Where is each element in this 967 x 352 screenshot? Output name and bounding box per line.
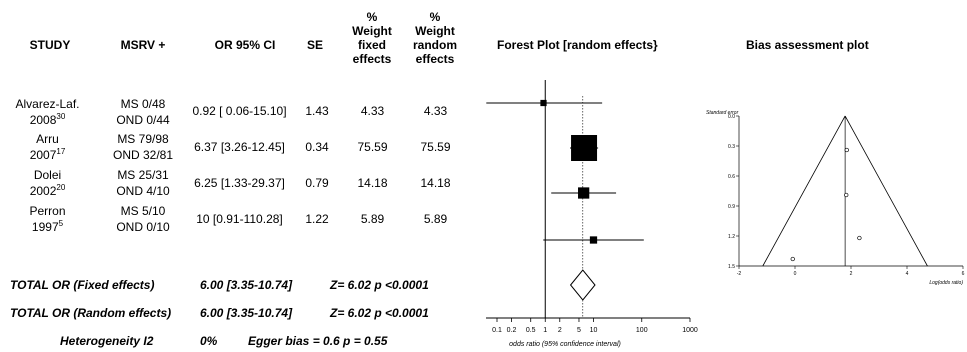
study-name: Alvarez-Laf. 200830	[15, 97, 80, 127]
weight-random: 5.89	[423, 212, 448, 226]
study-name: Dolei 200220	[29, 168, 66, 198]
study-name: Arru 200717	[29, 132, 66, 162]
funnel-x-tick-label: 4	[906, 271, 909, 277]
total-fixed-z: Z= 6.02 p <0.0001	[330, 278, 429, 292]
total-fixed-label: TOTAL OR (Fixed effects)	[10, 278, 155, 292]
funnel-y-tick-label: 1.2	[728, 234, 735, 240]
forest-x-tick-label: 2	[558, 327, 562, 334]
forest-x-axis-label: odds ratio (95% confidence interval)	[509, 341, 621, 348]
bias-plot-title: Bias assessment plot	[746, 38, 869, 52]
forest-study-marker	[540, 99, 547, 107]
weight-fixed: 75.59	[357, 140, 388, 154]
forest-plot-title: Forest Plot [random effects}	[497, 38, 658, 52]
header-study: STUDY	[29, 38, 71, 52]
weight-random: 75.59	[420, 140, 451, 154]
weight-fixed: 5.89	[360, 212, 385, 226]
header-weight-random: % Weight random effects	[412, 10, 457, 66]
msrv-counts: MS 25/31 OND 4/10	[116, 168, 170, 198]
forest-study-marker	[578, 187, 590, 199]
weight-fixed: 4.33	[360, 104, 385, 118]
total-random-label: TOTAL OR (Random effects)	[10, 306, 172, 320]
total-fixed-value: 6.00 [3.35-10.74]	[200, 278, 293, 292]
msrv-counts: MS 0/48 OND 0/44	[116, 97, 170, 127]
funnel-x-tick-label: 0	[794, 271, 797, 277]
funnel-x-tick-label: 2	[850, 271, 853, 277]
funnel-y-axis-label: Standard error	[706, 110, 739, 116]
forest-study-marker	[589, 236, 598, 244]
funnel-y-tick-label: 0.0	[728, 114, 735, 120]
funnel-x-tick-label: -2	[737, 271, 742, 277]
funnel-x-tick-label: 6	[962, 271, 965, 277]
or-ci: 6.25 [1.33-29.37]	[194, 176, 285, 190]
or-ci: 6.37 [3.26-12.45]	[194, 140, 285, 154]
weight-random: 14.18	[420, 176, 451, 190]
funnel-y-tick-label: 0.6	[728, 174, 735, 180]
funnel-y-tick-label: 0.9	[728, 204, 735, 210]
header-se: SE	[306, 38, 323, 52]
heterogeneity-label: Heterogeneity I2	[60, 334, 154, 348]
funnel-point	[857, 235, 862, 241]
funnel-x-axis-label: Log(odds ratio)	[929, 280, 963, 286]
forest-x-tick-label: 5	[577, 327, 581, 334]
se-value: 0.34	[305, 140, 329, 154]
heterogeneity-value: 0%	[200, 334, 218, 348]
egger-bias: Egger bias = 0.6 p = 0.55	[248, 334, 388, 348]
se-value: 0.79	[305, 176, 329, 190]
weight-fixed: 14.18	[357, 176, 388, 190]
header-msrv: MSRV +	[120, 38, 166, 52]
msrv-counts: MS 79/98 OND 32/81	[112, 132, 174, 162]
funnel-y-tick-label: 1.5	[728, 264, 735, 270]
forest-x-tick-label: 1000	[682, 327, 698, 334]
forest-x-tick-label: 1	[543, 327, 547, 334]
se-value: 1.43	[305, 104, 329, 118]
header-weight-fixed: % Weight fixed effects	[352, 10, 392, 66]
or-ci: 0.92 [ 0.06-15.10]	[192, 104, 287, 118]
funnel-left-limit	[762, 115, 846, 267]
funnel-y-tick-label: 0.3	[728, 144, 735, 150]
forest-x-tick-label: 0.5	[526, 327, 536, 334]
forest-study-marker	[571, 135, 598, 161]
funnel-point	[844, 192, 849, 198]
funnel-point	[790, 256, 795, 262]
funnel-point	[844, 147, 849, 153]
total-random-z: Z= 6.02 p <0.0001	[330, 306, 429, 320]
total-random-value: 6.00 [3.35-10.74]	[200, 306, 293, 320]
forest-x-tick-label: 0.2	[507, 327, 517, 334]
forest-x-tick-label: 0.1	[492, 327, 502, 334]
forest-pooled-diamond	[569, 269, 596, 301]
weight-random: 4.33	[423, 104, 448, 118]
or-ci: 10 [0.91-110.28]	[196, 212, 283, 226]
se-value: 1.22	[305, 212, 329, 226]
study-name: Perron 19975	[29, 204, 66, 234]
funnel-right-limit	[844, 115, 928, 267]
forest-x-tick-label: 10	[590, 327, 598, 334]
header-or-ci: OR 95% CI	[214, 38, 276, 52]
msrv-counts: MS 5/10 OND 0/10	[116, 204, 170, 234]
forest-x-tick-label: 100	[636, 327, 648, 334]
